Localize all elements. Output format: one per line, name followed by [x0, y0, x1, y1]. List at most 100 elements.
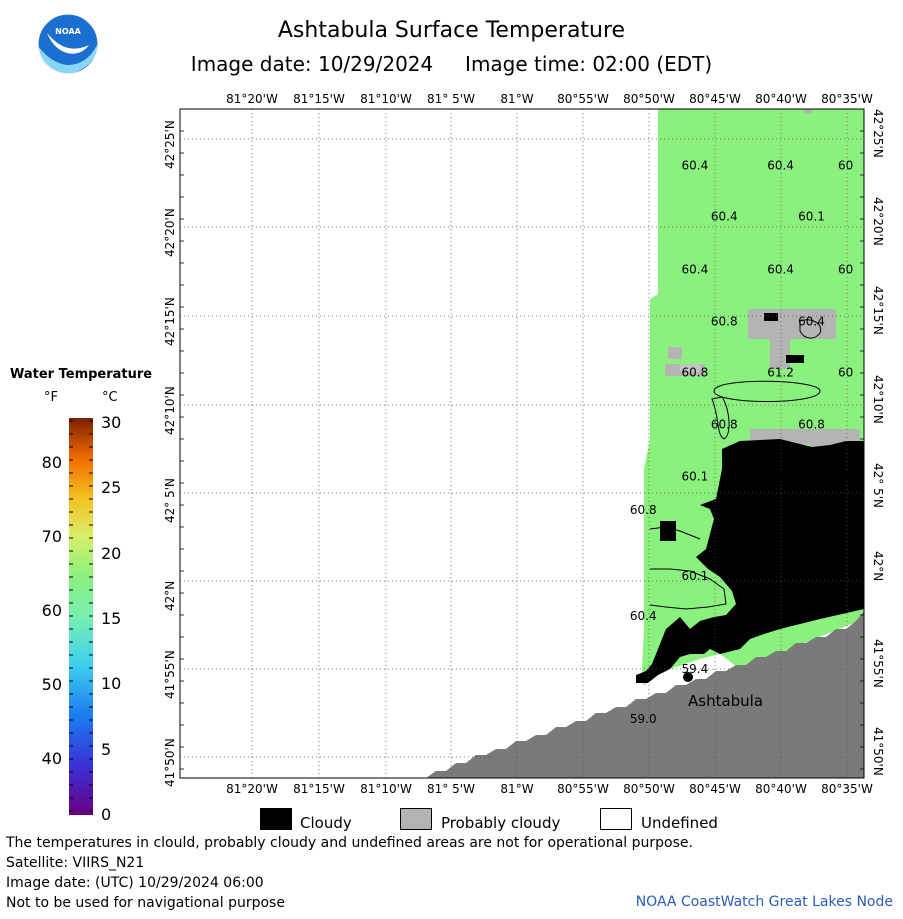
satellite-name: Satellite: VIIRS_N21	[6, 855, 145, 871]
temperature-value: 60	[838, 365, 853, 379]
longitude-label: 81°10'W	[360, 782, 412, 796]
disclaimer-navigation: Not to be used for navigational purpose	[6, 895, 285, 911]
isotherm	[655, 614, 781, 670]
temperature-value: 61.2	[767, 365, 794, 379]
longitude-label: 80°50'W	[623, 782, 675, 796]
longitude-label: 81°10'W	[360, 92, 412, 106]
isotherm	[649, 526, 701, 540]
fahrenheit-tick-label: 80	[41, 453, 62, 472]
probably-cloudy-patch	[804, 109, 812, 113]
graticule	[180, 108, 864, 778]
cloud-mass	[636, 439, 864, 683]
cloud-layer	[636, 313, 864, 683]
legend-label-probably-cloudy: Probably cloudy	[441, 814, 561, 832]
temperature-value: 60.4	[798, 315, 825, 329]
probably-cloudy-patch	[668, 347, 682, 359]
logo-text: NOAA	[55, 27, 81, 36]
isotherm-contours	[649, 319, 822, 670]
disclaimer-operational: The temperatures in clould, probably clo…	[6, 835, 693, 851]
latitude-label: 41°55'N	[163, 650, 177, 699]
color-scale-bar	[69, 418, 93, 815]
latitude-label: 42° 5'N	[871, 463, 885, 508]
longitude-label: 80°40'W	[755, 92, 807, 106]
latitude-label: 42° 5'N	[163, 478, 177, 523]
latitude-label: 42°N	[163, 580, 177, 611]
longitude-label: 80°40'W	[755, 782, 807, 796]
probably-cloudy-patch	[748, 309, 836, 339]
legend-swatch-cloudy	[260, 808, 292, 830]
legend-label-cloudy: Cloudy	[300, 814, 352, 832]
celsius-tick-label: 0	[101, 804, 112, 824]
isotherm	[711, 396, 730, 440]
cloud-mass	[660, 521, 676, 541]
temperature-value: 60.4	[681, 159, 708, 173]
cloud-patch	[786, 355, 804, 363]
latitude-label: 42°10'N	[163, 386, 177, 435]
map-frame	[179, 108, 865, 779]
fahrenheit-tick-label: 40	[41, 749, 62, 768]
temperature-value: 60.1	[681, 469, 708, 483]
latitude-label: 41°55'N	[871, 639, 885, 688]
temperature-value: 60	[838, 159, 853, 173]
longitude-label: 81°20'W	[226, 92, 278, 106]
longitude-label: 81°15'W	[293, 92, 345, 106]
celsius-tick-label: 5	[101, 739, 112, 759]
latitude-label: 42°10'N	[871, 375, 885, 424]
temperature-value: 60.4	[767, 469, 794, 483]
latitude-label: 42°25'N	[871, 109, 885, 158]
latitude-label: 42°15'N	[163, 297, 177, 346]
celsius-tick-label: 25	[101, 478, 122, 498]
temperature-map: 60.4 60.4 60 60.4 60.1 60.4 60.4 60 60.8 60.4 60.8…	[179, 108, 865, 779]
legend-label-undefined: Undefined	[641, 814, 718, 832]
longitude-label: 80°50'W	[623, 92, 675, 106]
coastwatch-node-link[interactable]: NOAA CoastWatch Great Lakes Node	[635, 894, 893, 910]
temperature-value: 60.8	[630, 503, 657, 517]
latitude-label: 42°15'N	[871, 286, 885, 335]
latitude-label: 41°50'N	[163, 738, 177, 787]
probably-cloudy-patch	[770, 339, 790, 369]
longitude-label: 81°20'W	[226, 782, 278, 796]
legend-swatch-undefined	[600, 808, 632, 830]
isotherm	[713, 380, 821, 402]
temperature-labels: 60.4 60.4 60 60.4 60.1 60.4 60.4 60 60.8 60.4 60.8…	[630, 159, 853, 726]
temperature-value: 60.4	[630, 609, 657, 623]
map-title: Ashtabula Surface Temperature	[277, 18, 626, 43]
image-date-utc: Image date: (UTC) 10/29/2024 06:00	[6, 875, 264, 891]
celsius-tick-label: 30	[101, 413, 122, 432]
temperature-value: 60.8	[798, 417, 825, 431]
city-marker: Ashtabula	[683, 672, 763, 710]
land-area	[426, 611, 864, 778]
probably-cloudy-patch	[680, 364, 700, 372]
temperature-value: 60.8	[711, 315, 738, 329]
longitude-label: 81°15'W	[293, 782, 345, 796]
latitude-label: 42°N	[871, 551, 885, 582]
celsius-tick-label: 15	[101, 608, 122, 628]
celsius-tick-label: 10	[101, 674, 122, 694]
longitude-label: 81° 5'W	[427, 92, 475, 106]
celsius-tick-label: 20	[101, 543, 122, 563]
temperature-value: 60	[838, 469, 853, 483]
legend-swatch-probably-cloudy	[400, 808, 432, 830]
longitude-label: 80°55'W	[557, 782, 609, 796]
temperature-value: 60.8	[681, 365, 708, 379]
cloud-patch	[764, 313, 778, 321]
city-dot	[683, 672, 693, 682]
temperature-value: 60	[838, 263, 853, 277]
noaa-logo: NOAA	[37, 13, 99, 75]
temperature-value: 60.4	[767, 159, 794, 173]
image-date-time: Image date: 10/29/2024 Image time: 02:00…	[190, 52, 713, 76]
temperature-value: 60.8	[711, 417, 738, 431]
city-label: Ashtabula	[688, 692, 763, 710]
legend-title: Water Temperature	[10, 367, 153, 382]
latitude-label: 42°25'N	[163, 120, 177, 169]
temperature-value: 59.0	[630, 712, 657, 726]
unit-fahrenheit: °F	[44, 390, 58, 405]
longitude-label: 81°W	[500, 92, 534, 106]
temperature-value: 60.1	[681, 569, 708, 583]
longitude-label: 80°45'W	[689, 782, 741, 796]
temperature-value: 60.4	[767, 263, 794, 277]
temperature-value: 60.4	[711, 210, 738, 224]
longitude-label: 81°W	[500, 782, 534, 796]
temperature-value: 60.4	[681, 263, 708, 277]
longitude-label: 80°35'W	[821, 782, 873, 796]
